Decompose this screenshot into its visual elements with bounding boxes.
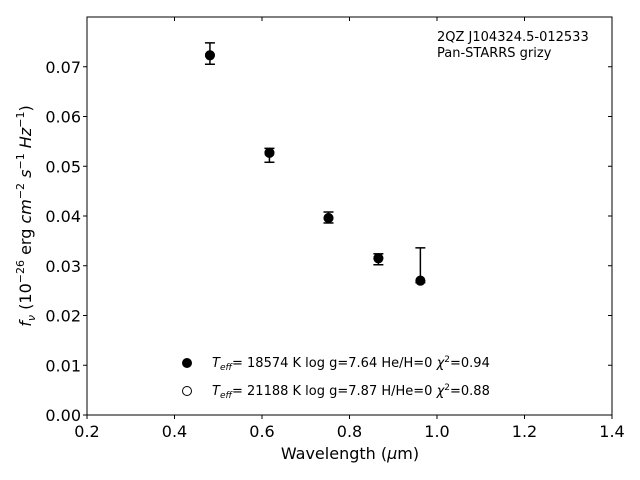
legend-marker-filled: [182, 358, 192, 368]
y-tick-label: 0.04: [45, 207, 81, 226]
y-axis-label: fν (10−26 erg cm−2 s−1 Hz−1): [14, 105, 38, 326]
axis-tick-labels: 0.2 0.4 0.6 0.8 1.0 1.2 1.4 0.00 0.01 0.02 0.03 0.0…: [45, 58, 624, 441]
x-tick-label: 0.8: [337, 422, 362, 441]
x-tick-label: 0.6: [249, 422, 274, 441]
legend: Teff= 18574 K log g=7.64 He/H=0 χ2=0.94 …: [182, 355, 490, 401]
x-tick-label: 0.4: [162, 422, 187, 441]
annotation-object-name: 2QZ J104324.5-012533: [437, 30, 589, 45]
annotation-survey-name: Pan-STARRS grizy: [437, 46, 552, 61]
y-tick-label: 0.00: [45, 406, 81, 425]
x-tick-label: 0.2: [74, 422, 99, 441]
legend-entry-2: Teff= 21188 K log g=7.87 H/He=0 χ2=0.88: [212, 383, 490, 401]
y-tick-label: 0.03: [45, 257, 81, 276]
legend-entry-2-chi: =0.88: [450, 384, 490, 399]
legend-marker-open: [182, 386, 192, 396]
model-point-filled: [264, 147, 275, 158]
data-marks: [204, 42, 426, 286]
legend-entry-1-values: = 18574 K log g=7.64 He/H=0: [232, 356, 437, 371]
model-point-filled: [323, 212, 334, 223]
model-point-filled: [373, 253, 384, 264]
x-tick-label: 1.0: [424, 422, 449, 441]
y-tick-label: 0.02: [45, 307, 81, 326]
model-point-filled: [204, 50, 215, 61]
x-tick-label: 1.4: [599, 422, 624, 441]
x-axis-label: Wavelength (μm): [281, 444, 419, 463]
legend-entry-1-chi: =0.94: [450, 356, 490, 371]
legend-entry-1: Teff= 18574 K log g=7.64 He/H=0 χ2=0.94: [212, 355, 490, 373]
legend-entry-2-values: = 21188 K log g=7.87 H/He=0: [232, 384, 437, 399]
x-tick-label: 1.2: [512, 422, 537, 441]
y-tick-label: 0.05: [45, 157, 81, 176]
y-tick-label: 0.06: [45, 108, 81, 127]
plot-frame: [86, 16, 613, 416]
y-tick-label: 0.01: [45, 356, 81, 375]
y-tick-label: 0.07: [45, 58, 81, 77]
model-point-filled: [415, 275, 426, 286]
